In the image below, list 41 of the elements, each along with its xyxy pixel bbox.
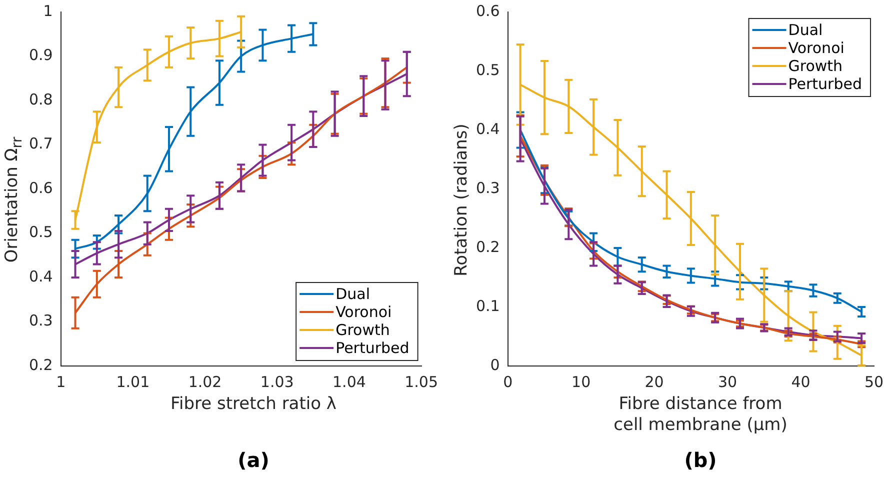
x-tick-label: 1.01 xyxy=(116,372,150,391)
y-tick-label: 1 xyxy=(43,2,53,20)
text: (b) xyxy=(683,448,718,472)
y-tick-label: 0.5 xyxy=(28,223,53,242)
legend-label: Dual xyxy=(336,284,370,303)
x-tick-label: 1.02 xyxy=(188,372,222,391)
x-tick-label: 1.05 xyxy=(404,372,438,391)
legend-label: Dual xyxy=(788,20,823,39)
y-tick-label: 0.4 xyxy=(476,120,500,138)
x-tick-label: 1 xyxy=(56,372,66,391)
x-tick-label: 10 xyxy=(572,372,591,391)
legend-label: Perturbed xyxy=(336,338,410,357)
y-axis-title: Rotation (radians) xyxy=(451,124,472,276)
y-tick-label: 0.5 xyxy=(476,60,500,79)
y-tick-label: 0.1 xyxy=(476,296,500,315)
legend-label: Voronoi xyxy=(336,302,392,321)
y-tick-label: 0.7 xyxy=(28,134,53,153)
x-axis-title: Fibre stretch ratio λ xyxy=(170,394,336,414)
y-tick-label: 0.3 xyxy=(476,178,500,197)
y-tick-label: 0.2 xyxy=(28,356,53,374)
x-tick-label: 40 xyxy=(791,372,810,391)
y-tick-label: 0.3 xyxy=(28,312,53,330)
legend-label: Growth xyxy=(788,56,843,75)
x-tick-label: 50 xyxy=(864,372,884,391)
x-axis-title: Fibre distance from cell membrane (µm) xyxy=(614,394,788,435)
legend-label: Growth xyxy=(336,320,390,339)
y-tick-label: 0.6 xyxy=(28,178,53,197)
x-tick-label: 20 xyxy=(644,372,664,391)
x-tick-label: 0 xyxy=(503,372,513,391)
y-tick-label: 0.9 xyxy=(28,46,53,64)
y-tick-label: 0.2 xyxy=(476,238,500,256)
x-tick-label: 30 xyxy=(718,372,738,391)
x-tick-label: 1.03 xyxy=(260,372,294,391)
y-tick-label: 0.6 xyxy=(476,2,500,20)
y-tick-label: 0 xyxy=(490,356,500,374)
y-tick-label: 0.8 xyxy=(28,90,53,108)
x-tick-label: 1.04 xyxy=(332,372,366,391)
legend-label: Perturbed xyxy=(788,74,862,93)
text: (a) xyxy=(236,448,270,472)
y-tick-label: 0.4 xyxy=(28,267,53,286)
legend-label: Voronoi xyxy=(788,38,844,57)
